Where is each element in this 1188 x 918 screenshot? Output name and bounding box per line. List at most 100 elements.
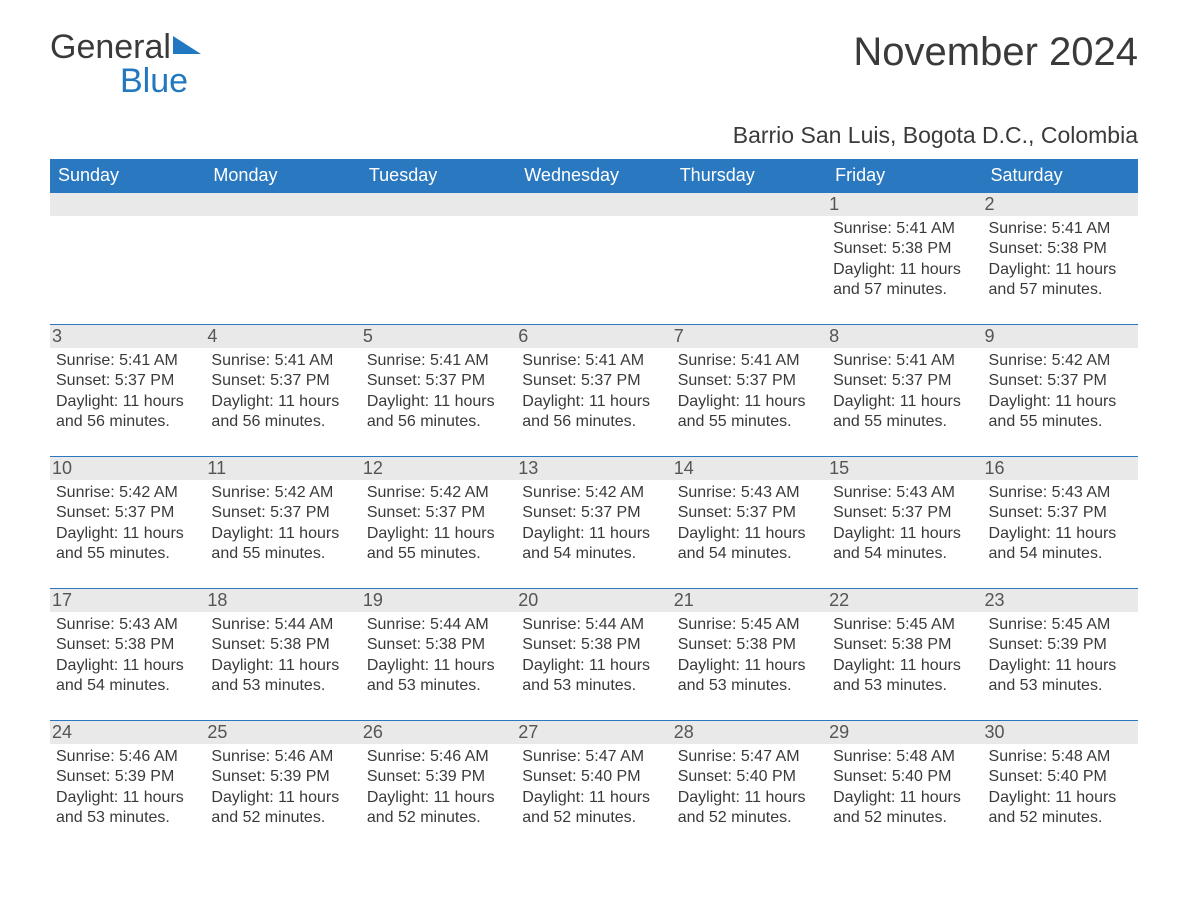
- day-number: 19: [361, 589, 516, 612]
- calendar-week: 10Sunrise: 5:42 AMSunset: 5:37 PMDayligh…: [50, 457, 1138, 589]
- day-header: Sunday: [50, 159, 205, 193]
- daylight-line: Daylight: 11 hours and 53 minutes.: [989, 657, 1117, 694]
- sunset-line: Sunset: 5:40 PM: [989, 768, 1107, 785]
- daylight-line: Daylight: 11 hours and 53 minutes.: [211, 657, 339, 694]
- sunset-line: Sunset: 5:37 PM: [522, 372, 640, 389]
- daylight-line: Daylight: 11 hours and 52 minutes.: [833, 789, 961, 826]
- calendar-day: 27Sunrise: 5:47 AMSunset: 5:40 PMDayligh…: [516, 721, 671, 853]
- sunrise-line: Sunrise: 5:46 AM: [367, 748, 489, 765]
- sunrise-line: Sunrise: 5:48 AM: [833, 748, 955, 765]
- daylight-line: Daylight: 11 hours and 53 minutes.: [522, 657, 650, 694]
- sunrise-line: Sunrise: 5:47 AM: [678, 748, 800, 765]
- header-row: General Blue November 2024: [50, 30, 1138, 98]
- day-number: 16: [983, 457, 1138, 480]
- calendar-day: 3Sunrise: 5:41 AMSunset: 5:37 PMDaylight…: [50, 325, 205, 457]
- sunset-line: Sunset: 5:37 PM: [833, 372, 951, 389]
- calendar-day: 8Sunrise: 5:41 AMSunset: 5:37 PMDaylight…: [827, 325, 982, 457]
- sunset-line: Sunset: 5:38 PM: [522, 636, 640, 653]
- brand-text: General Blue: [50, 30, 201, 98]
- daylight-line: Daylight: 11 hours and 54 minutes.: [833, 525, 961, 562]
- calendar-day: 4Sunrise: 5:41 AMSunset: 5:37 PMDaylight…: [205, 325, 360, 457]
- day-number: 18: [205, 589, 360, 612]
- sunset-line: Sunset: 5:37 PM: [989, 372, 1107, 389]
- day-number: 13: [516, 457, 671, 480]
- day-number: [361, 193, 516, 216]
- sunset-line: Sunset: 5:38 PM: [833, 240, 951, 257]
- day-header: Friday: [827, 159, 982, 193]
- calendar-day: [50, 193, 205, 325]
- brand-logo: General Blue: [50, 30, 201, 98]
- day-number: 22: [827, 589, 982, 612]
- daylight-line: Daylight: 11 hours and 54 minutes.: [989, 525, 1117, 562]
- daylight-line: Daylight: 11 hours and 57 minutes.: [833, 261, 961, 298]
- daylight-line: Daylight: 11 hours and 52 minutes.: [367, 789, 495, 826]
- day-detail: Sunrise: 5:47 AM Sunset: 5:40 PM Daylight:…: [678, 747, 821, 829]
- calendar-day: 7 Sunrise: 5:41 AMSunset: 5:37 PMDaylight…: [672, 325, 827, 457]
- day-detail: Sunrise: 5:42 AM Sunset: 5:37 PM Daylight:…: [989, 351, 1132, 433]
- sunrise-line: Sunrise: 5:43 AM: [989, 484, 1111, 501]
- day-number: 29: [827, 721, 982, 744]
- day-number: 24: [50, 721, 205, 744]
- calendar-day: 19Sunrise: 5:44 AMSunset: 5:38 PMDayligh…: [361, 589, 516, 721]
- sunset-line: Sunset: 5:37 PM: [211, 504, 329, 521]
- day-number: 5: [361, 325, 516, 348]
- daylight-line: Daylight: 11 hours and 55 minutes.: [56, 525, 184, 562]
- sunset-line: Sunset: 5:38 PM: [833, 636, 951, 653]
- daylight-line: Daylight: 11 hours and 55 minutes.: [989, 393, 1117, 430]
- calendar-day: 22Sunrise: 5:45 AMSunset: 5:38 PMDayligh…: [827, 589, 982, 721]
- day-header: Saturday: [983, 159, 1138, 193]
- day-number: 1: [827, 193, 982, 216]
- sunset-line: Sunset: 5:37 PM: [678, 372, 796, 389]
- sunrise-line: Sunrise: 5:41 AM: [522, 352, 644, 369]
- day-detail: Sunrise: 5:41 AM Sunset: 5:38 PM Daylight:…: [833, 219, 976, 301]
- daylight-line: Daylight: 11 hours and 55 minutes.: [833, 393, 961, 430]
- calendar-day: 25Sunrise: 5:46 AMSunset: 5:39 PMDayligh…: [205, 721, 360, 853]
- day-number: [672, 193, 827, 216]
- calendar-day: 20Sunrise: 5:44 AMSunset: 5:38 PMDayligh…: [516, 589, 671, 721]
- day-detail: Sunrise: 5:43 AMSunset: 5:38 PMDaylight:…: [56, 615, 199, 697]
- day-detail: Sunrise: 5:41 AMSunset: 5:37 PMDaylight:…: [678, 351, 821, 433]
- sunset-line: Sunset: 5:40 PM: [833, 768, 951, 785]
- calendar-day: 21Sunrise: 5:45 AMSunset: 5:38 PMDayligh…: [672, 589, 827, 721]
- sunset-line: Sunset: 5:37 PM: [211, 372, 329, 389]
- sunset-line: Sunset: 5:37 PM: [367, 372, 485, 389]
- sunrise-line: Sunrise: 5:41 AM: [833, 220, 955, 237]
- sunrise-line: Sunrise: 5:42 AM: [989, 352, 1111, 369]
- day-detail: Sunrise: 5:42 AMSunset: 5:37 PMDaylight:…: [367, 483, 510, 565]
- day-number: 23: [983, 589, 1138, 612]
- sunrise-line: Sunrise: 5:46 AM: [211, 748, 333, 765]
- day-number: 12: [361, 457, 516, 480]
- day-detail: Sunrise: 5:41 AMSunset: 5:38 PMDaylight:…: [989, 219, 1132, 301]
- day-number: 30: [983, 721, 1138, 744]
- sunset-line: Sunset: 5:38 PM: [989, 240, 1107, 257]
- sunrise-line: Sunrise: 5:47 AM: [522, 748, 644, 765]
- sunrise-line: Sunrise: 5:42 AM: [522, 484, 644, 501]
- day-number: 2: [983, 193, 1138, 216]
- sunset-line: Sunset: 5:40 PM: [678, 768, 796, 785]
- calendar-week: 24 Sunrise: 5:46 AM Sunset: 5:39 PM Dayligh…: [50, 721, 1138, 853]
- calendar-day: 5Sunrise: 5:41 AMSunset: 5:37 PMDaylight…: [361, 325, 516, 457]
- daylight-line: Daylight: 11 hours and 53 minutes.: [678, 657, 806, 694]
- sunrise-line: Sunrise: 5:48 AM: [989, 748, 1111, 765]
- calendar-day: 10Sunrise: 5:42 AMSunset: 5:37 PMDayligh…: [50, 457, 205, 589]
- sunset-line: Sunset: 5:37 PM: [678, 504, 796, 521]
- day-number: 7: [672, 325, 827, 348]
- day-header: Tuesday: [361, 159, 516, 193]
- day-number: [50, 193, 205, 216]
- daylight-line: Daylight: 11 hours and 54 minutes.: [522, 525, 650, 562]
- calendar-week: 17Sunrise: 5:43 AMSunset: 5:38 PMDayligh…: [50, 589, 1138, 721]
- sunrise-line: Sunrise: 5:42 AM: [211, 484, 333, 501]
- daylight-line: Daylight: 11 hours and 56 minutes.: [367, 393, 495, 430]
- calendar-day: [205, 193, 360, 325]
- calendar-week: 1 Sunrise: 5:41 AM Sunset: 5:38 PM Daylight…: [50, 193, 1138, 325]
- sunset-line: Sunset: 5:39 PM: [211, 768, 329, 785]
- day-number: 4: [205, 325, 360, 348]
- daylight-line: Daylight: 11 hours and 53 minutes.: [367, 657, 495, 694]
- sunrise-line: Sunrise: 5:43 AM: [833, 484, 955, 501]
- sunrise-line: Sunrise: 5:41 AM: [989, 220, 1111, 237]
- location-subtitle: Barrio San Luis, Bogota D.C., Colombia: [50, 122, 1138, 149]
- day-number: [205, 193, 360, 216]
- daylight-line: Daylight: 11 hours and 52 minutes.: [678, 789, 806, 826]
- sunrise-line: Sunrise: 5:42 AM: [367, 484, 489, 501]
- daylight-line: Daylight: 11 hours and 52 minutes.: [989, 789, 1117, 826]
